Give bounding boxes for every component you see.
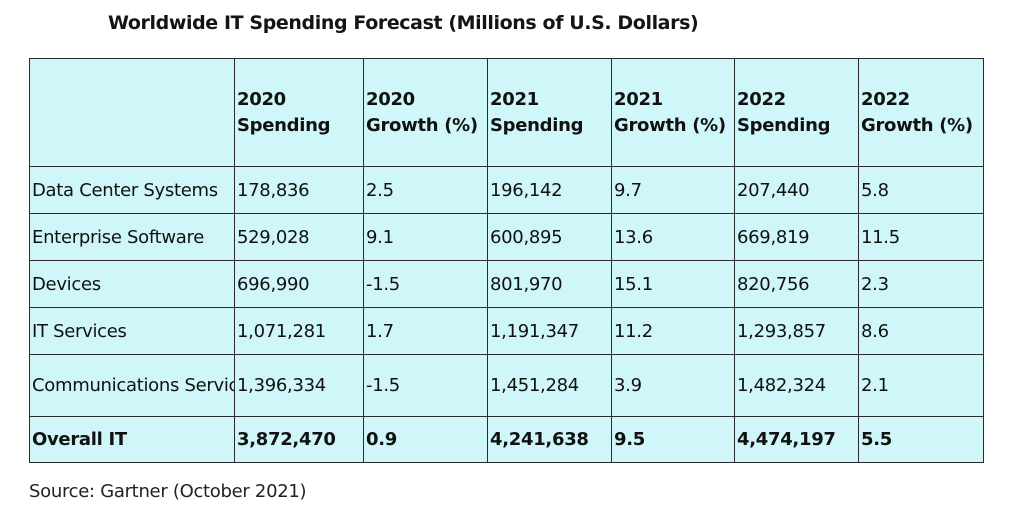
cell-2021-spending: 4,241,638 [487, 416, 612, 463]
cell-2020-growth: 1.7 [363, 307, 488, 355]
table-row: IT Services 1,071,281 1.7 1,191,347 11.2… [29, 307, 984, 355]
cell-2020-growth: -1.5 [363, 260, 488, 308]
cell-2022-spending: 207,440 [734, 166, 859, 214]
cell-2021-growth: 3.9 [611, 354, 735, 417]
header-2022-growth: 2022 Growth (%) [858, 58, 984, 167]
row-category: Overall IT [29, 416, 235, 463]
table-row: Devices 696,990 -1.5 801,970 15.1 820,75… [29, 260, 984, 308]
header-2020-spending: 2020 Spending [234, 58, 364, 167]
row-category: Communications Services [29, 354, 235, 417]
cell-2020-growth: 2.5 [363, 166, 488, 214]
row-category: Devices [29, 260, 235, 308]
table-row: Enterprise Software 529,028 9.1 600,895 … [29, 213, 984, 261]
cell-2022-growth: 5.5 [858, 416, 984, 463]
cell-2021-growth: 9.5 [611, 416, 735, 463]
cell-2022-spending: 669,819 [734, 213, 859, 261]
cell-2020-spending: 1,071,281 [234, 307, 364, 355]
source-note: Source: Gartner (October 2021) [29, 481, 307, 502]
header-row: 2020 Spending 2020 Growth (%) 2021 Spend… [29, 58, 984, 167]
table-row: Data Center Systems 178,836 2.5 196,142 … [29, 166, 984, 214]
row-category: Data Center Systems [29, 166, 235, 214]
cell-2022-growth: 2.1 [858, 354, 984, 417]
header-category [29, 58, 235, 167]
cell-2020-spending: 1,396,334 [234, 354, 364, 417]
cell-2020-spending: 529,028 [234, 213, 364, 261]
cell-2022-spending: 1,482,324 [734, 354, 859, 417]
row-category: Enterprise Software [29, 213, 235, 261]
cell-2021-growth: 11.2 [611, 307, 735, 355]
cell-2021-spending: 196,142 [487, 166, 612, 214]
cell-2022-spending: 1,293,857 [734, 307, 859, 355]
cell-2021-growth: 15.1 [611, 260, 735, 308]
cell-2020-growth: 9.1 [363, 213, 488, 261]
header-2022-spending: 2022 Spending [734, 58, 859, 167]
cell-2022-growth: 2.3 [858, 260, 984, 308]
cell-2021-growth: 13.6 [611, 213, 735, 261]
cell-2022-spending: 4,474,197 [734, 416, 859, 463]
header-2021-spending: 2021 Spending [487, 58, 612, 167]
cell-2020-growth: 0.9 [363, 416, 488, 463]
cell-2020-growth: -1.5 [363, 354, 488, 417]
it-spending-table: 2020 Spending 2020 Growth (%) 2021 Spend… [29, 58, 984, 463]
row-category: IT Services [29, 307, 235, 355]
cell-2022-growth: 5.8 [858, 166, 984, 214]
cell-2020-spending: 696,990 [234, 260, 364, 308]
cell-2021-growth: 9.7 [611, 166, 735, 214]
table-row: Communications Services 1,396,334 -1.5 1… [29, 354, 984, 417]
cell-2021-spending: 1,451,284 [487, 354, 612, 417]
table-title: Worldwide IT Spending Forecast (Millions… [108, 12, 699, 34]
cell-2021-spending: 600,895 [487, 213, 612, 261]
cell-2020-spending: 178,836 [234, 166, 364, 214]
cell-2021-spending: 1,191,347 [487, 307, 612, 355]
cell-2022-growth: 8.6 [858, 307, 984, 355]
total-row: Overall IT 3,872,470 0.9 4,241,638 9.5 4… [29, 416, 984, 463]
cell-2022-spending: 820,756 [734, 260, 859, 308]
cell-2022-growth: 11.5 [858, 213, 984, 261]
cell-2020-spending: 3,872,470 [234, 416, 364, 463]
header-2021-growth: 2021 Growth (%) [611, 58, 735, 167]
cell-2021-spending: 801,970 [487, 260, 612, 308]
header-2020-growth: 2020 Growth (%) [363, 58, 488, 167]
